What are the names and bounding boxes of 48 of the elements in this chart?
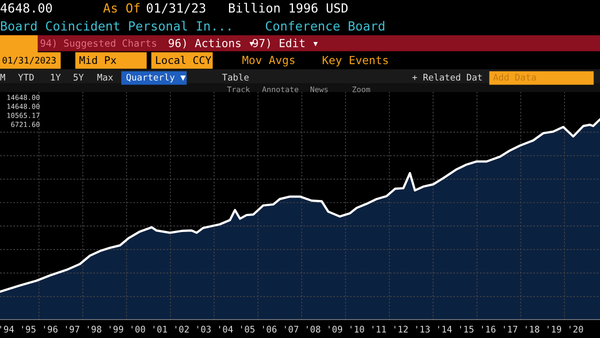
x-tick-label: '11 xyxy=(372,326,386,332)
x-tick-label: '02 xyxy=(175,326,189,333)
x-tick-label: '08 xyxy=(306,326,320,333)
x-tick-label: '01 xyxy=(154,326,167,333)
text: Mid Px xyxy=(79,56,116,64)
x-tick-label: '17 xyxy=(504,326,518,332)
text: 97) Edit ▾ xyxy=(252,38,318,49)
x-tick-label: '14 xyxy=(438,326,452,332)
x-tick-label: '09 xyxy=(328,326,342,333)
x-tick-label: '13 xyxy=(416,326,430,333)
text: Board Coincident Personal In... xyxy=(1,20,230,31)
text: 01/31/2023 xyxy=(2,56,56,64)
text: Local CCY xyxy=(156,56,212,64)
x-tick-label: '95 xyxy=(22,326,36,333)
x-tick-label: '96 xyxy=(44,326,58,333)
text: 4648.00 xyxy=(0,3,52,13)
x-tick-label: '16 xyxy=(482,326,496,333)
x-tick-label: '94 xyxy=(0,326,14,333)
x-tick-label: '97 xyxy=(66,326,80,333)
text: Conference Board xyxy=(266,20,384,31)
text: 01/31/23 xyxy=(146,3,206,14)
x-tick-label: '18 xyxy=(526,326,540,333)
x-tick-label: '06 xyxy=(263,326,276,333)
x-tick-label: '04 xyxy=(219,326,233,333)
text: Quarterly ▼ xyxy=(126,74,186,82)
text: Mov Avgs xyxy=(242,56,294,66)
x-tick-label: '19 xyxy=(548,326,562,333)
text: M xyxy=(0,74,6,81)
x-tick-label: '03 xyxy=(197,326,211,333)
x-tick-label: '00 xyxy=(132,326,146,333)
x-tick-label: '10 xyxy=(350,326,364,333)
text: Max xyxy=(97,74,113,81)
text: Table xyxy=(222,74,249,81)
x-tick-label: '15 xyxy=(460,326,474,333)
x-tick-label: '20 xyxy=(570,326,584,333)
text: Key Events xyxy=(322,56,388,66)
text: Billion 1996 USD xyxy=(229,2,348,13)
text: + Related Dat xyxy=(412,74,482,81)
x-tick-label: '99 xyxy=(110,326,124,333)
text: 5Y xyxy=(74,74,84,81)
text: 1Y xyxy=(51,74,61,81)
x-tick-label: '05 xyxy=(241,326,254,333)
x-tick-label: '07 xyxy=(284,326,298,333)
x-tick-label: '12 xyxy=(394,326,408,332)
text: As Of xyxy=(103,2,140,13)
text: 94) Suggested Charts xyxy=(40,39,156,49)
text: YTD xyxy=(18,74,34,81)
x-tick-label: '98 xyxy=(88,326,102,333)
